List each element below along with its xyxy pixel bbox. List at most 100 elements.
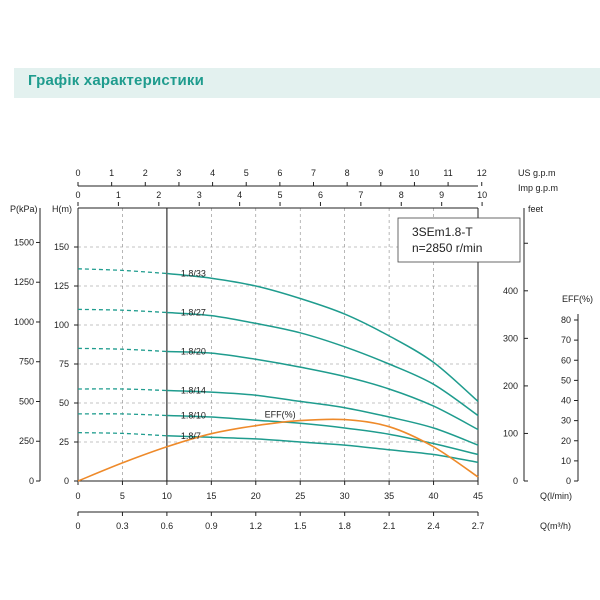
speed-label: n=2850 r/min [412, 241, 482, 255]
curve-label: 1.8/7 [181, 431, 201, 441]
efficiency-tick-label: 40 [561, 396, 571, 406]
us-gpm-tick-label: 10 [409, 168, 419, 178]
curve-dashed-0 [77, 268, 167, 275]
us-gpm-tick-label: 9 [378, 168, 383, 178]
flow-m3h-tick-label: 2.4 [427, 521, 440, 531]
efficiency-tick-label: 80 [561, 315, 571, 325]
pressure-tick-label: 750 [19, 357, 34, 367]
pressure-tick-label: 0 [29, 476, 34, 486]
efficiency-tick-label: 30 [561, 416, 571, 426]
flow-m3h-tick-label: 0.3 [116, 521, 129, 531]
imp-gpm-tick-label: 6 [318, 190, 323, 200]
imp-gpm-tick-label: 1 [116, 190, 121, 200]
model-box: 3SEm1.8-T n=2850 r/min [397, 217, 521, 263]
us-gpm-tick-label: 5 [244, 168, 249, 178]
imp-gpm-axis-label: Imp g.p.m [518, 183, 558, 193]
efficiency-tick-label: 50 [561, 375, 571, 385]
us-gpm-tick-label: 2 [143, 168, 148, 178]
curve-dashed-4 [77, 413, 167, 417]
flow-m3h-tick-label: 0.6 [161, 521, 174, 531]
feet-tick-label: 0 [513, 476, 518, 486]
plot-frame [77, 207, 479, 482]
feet-tick-label: 100 [503, 428, 518, 438]
head-tick-label: 75 [59, 359, 69, 369]
curve-label: 1.8/14 [181, 386, 206, 396]
curve-label: 1.8/33 [181, 269, 206, 279]
us-gpm-tick-label: 0 [75, 168, 80, 178]
us-gpm-tick-label: 8 [345, 168, 350, 178]
imp-gpm-tick-label: 7 [358, 190, 363, 200]
flow-m3h-tick-label: 1.2 [250, 521, 263, 531]
efficiency-axis-label: EFF(%) [562, 294, 593, 304]
curve-solid-2 [166, 350, 479, 431]
us-gpm-axis-label: US g.p.m [518, 168, 556, 178]
head-tick-label: 25 [59, 437, 69, 447]
feet-axis-label: feet [528, 204, 544, 214]
flow-lmin-tick-label: 30 [340, 491, 350, 501]
curve-solid-3 [166, 389, 479, 446]
us-gpm-tick-label: 4 [210, 168, 215, 178]
performance-curves [77, 268, 479, 482]
feet-tick-label: 300 [503, 333, 518, 343]
flow-lmin-axis-label: Q(l/min) [540, 491, 572, 501]
feet-tick-label: 400 [503, 286, 518, 296]
flow-m3h-axis-label: Q(m³/h) [540, 521, 571, 531]
imp-gpm-tick-label: 2 [156, 190, 161, 200]
flow-lmin-tick-label: 35 [384, 491, 394, 501]
us-gpm-tick-label: 1 [109, 168, 114, 178]
curve-labels: 1.8/33 1.8/27 1.8/20 1.8/14 1.8/10 1.8/7 EFF(%… [181, 269, 296, 441]
pressure-tick-label: 250 [19, 436, 34, 446]
flow-m3h-tick-label: 1.8 [338, 521, 351, 531]
us-gpm-tick-label: 11 [443, 168, 452, 178]
efficiency-tick-label: 0 [566, 476, 571, 486]
title-banner: Графік характеристики [14, 68, 600, 98]
efficiency-tick-label: 60 [561, 355, 571, 365]
feet-tick-label: 200 [503, 381, 518, 391]
flow-lmin-tick-label: 5 [120, 491, 125, 501]
flow-lmin-tick-label: 15 [206, 491, 216, 501]
pressure-tick-label: 1000 [14, 317, 34, 327]
curve-solid-4 [166, 414, 479, 456]
curve-dashed-2 [77, 347, 167, 353]
curve-label: 1.8/10 [181, 410, 206, 420]
flow-lmin-tick-label: 20 [251, 491, 261, 501]
curve-dashed-1 [77, 308, 167, 314]
pressure-tick-label: 1500 [14, 237, 34, 247]
imp-gpm-tick-label: 9 [439, 190, 444, 200]
pressure-tick-label: 1250 [14, 277, 34, 287]
efficiency-curve-label: EFF(%) [265, 410, 296, 420]
curve-solid-5 [166, 435, 479, 464]
head-tick-label: 0 [64, 476, 69, 486]
flow-m3h-tick-label: 0 [75, 521, 80, 531]
efficiency-curve [77, 418, 479, 482]
us-gpm-tick-label: 7 [311, 168, 316, 178]
flow-m3h-tick-label: 1.5 [294, 521, 307, 531]
flow-lmin-tick-label: 10 [162, 491, 172, 501]
curve-dashed-3 [77, 388, 167, 392]
page-title: Графік характеристики [28, 72, 205, 89]
grid [78, 208, 478, 481]
curve-dashed-5 [77, 431, 167, 437]
imp-gpm-tick-label: 0 [75, 190, 80, 200]
head-tick-label: 50 [59, 398, 69, 408]
head-tick-label: 100 [54, 320, 69, 330]
curve-label: 1.8/27 [181, 308, 206, 318]
axes: 0 1 2 3 4 5 6 7 8 9 10 11 12 US g.p.m0 1 2 3 4 5 6 7 8 9 10Imp … [10, 168, 593, 531]
imp-gpm-tick-label: 8 [399, 190, 404, 200]
curve-label: 1.8/20 [181, 347, 206, 357]
pressure-axis-label: P(kPa) [10, 204, 38, 214]
flow-lmin-tick-label: 40 [429, 491, 439, 501]
imp-gpm-tick-label: 10 [477, 190, 487, 200]
curve-solid-1 [166, 311, 479, 417]
efficiency-tick-label: 70 [561, 335, 571, 345]
efficiency-tick-label: 10 [561, 456, 571, 466]
imp-gpm-tick-label: 5 [278, 190, 283, 200]
flow-m3h-tick-label: 0.9 [205, 521, 218, 531]
imp-gpm-tick-label: 4 [237, 190, 242, 200]
head-tick-label: 150 [54, 242, 69, 252]
us-gpm-tick-label: 6 [277, 168, 282, 178]
head-tick-label: 125 [54, 281, 69, 291]
flow-m3h-tick-label: 2.1 [383, 521, 396, 531]
flow-lmin-tick-label: 45 [473, 491, 483, 501]
